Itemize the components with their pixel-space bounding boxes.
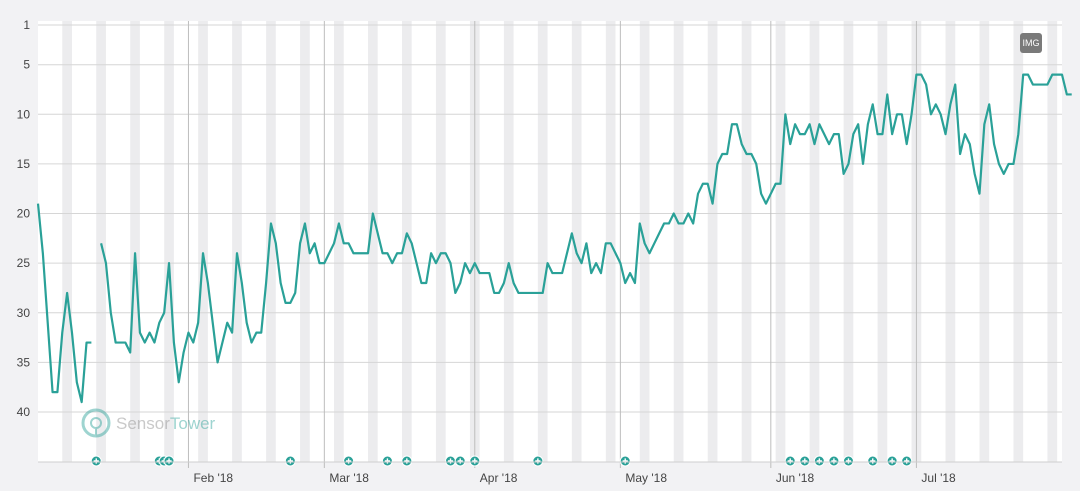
sensortower-logo-icon: [81, 408, 111, 438]
event-markers: [90, 455, 913, 467]
update-marker[interactable]: [469, 455, 481, 467]
update-marker[interactable]: [901, 455, 913, 467]
plus-icon: [816, 458, 822, 464]
weekend-band: [571, 21, 582, 462]
plus-icon: [384, 458, 391, 464]
weekend-band: [96, 21, 106, 462]
update-marker[interactable]: [445, 455, 457, 467]
weekend-band: [877, 21, 888, 462]
plus-icon: [287, 458, 293, 464]
update-marker[interactable]: [454, 455, 466, 467]
plus-icon: [345, 458, 352, 464]
weekend-band: [368, 21, 378, 462]
weekend-band: [130, 21, 140, 462]
y-tick-label: 30: [17, 306, 31, 320]
plus-icon: [622, 458, 628, 464]
weekend-band: [503, 21, 514, 462]
y-tick-label: 10: [17, 107, 31, 121]
image-export-label: IMG: [1022, 38, 1040, 48]
plus-icon: [831, 458, 837, 464]
weekend-band: [1013, 21, 1024, 462]
y-tick-label: 35: [17, 355, 31, 369]
update-marker[interactable]: [90, 455, 102, 467]
update-marker[interactable]: [784, 455, 796, 467]
update-marker[interactable]: [163, 455, 175, 467]
y-tick-label: 5: [23, 58, 30, 72]
update-marker[interactable]: [619, 455, 631, 467]
x-tick-label: Jul '18: [921, 471, 956, 485]
weekend-band: [266, 21, 276, 462]
x-tick-label: Apr '18: [480, 471, 518, 485]
update-marker[interactable]: [886, 455, 898, 467]
svg-text:SensorTower: SensorTower: [116, 414, 216, 433]
x-tick-label: Feb '18: [193, 471, 233, 485]
plus-icon: [787, 458, 793, 464]
update-marker[interactable]: [343, 455, 355, 467]
update-marker[interactable]: [842, 455, 854, 467]
plus-icon: [802, 458, 808, 464]
plus-icon: [404, 458, 410, 464]
sensortower-watermark: SensorTower: [81, 408, 216, 438]
update-marker[interactable]: [813, 455, 825, 467]
weekend-band: [334, 21, 344, 462]
plus-icon: [93, 458, 99, 464]
watermark-brand-a: Sensor: [116, 414, 170, 433]
y-tick-label: 40: [17, 405, 31, 419]
y-tick-label: 20: [17, 207, 31, 221]
update-marker[interactable]: [532, 455, 544, 467]
x-tick-label: Mar '18: [329, 471, 369, 485]
series-group: [36, 73, 1072, 404]
y-tick-label: 15: [17, 157, 31, 171]
plus-icon: [535, 458, 541, 464]
weekend-band: [775, 21, 786, 462]
watermark-brand-b: Tower: [170, 414, 216, 433]
month-gridlines: [187, 21, 917, 468]
x-tick-label: May '18: [625, 471, 667, 485]
x-axis-ticks: Feb '18 Mar '18 Apr '18 May '18 Jun '18 Jul '…: [193, 471, 956, 485]
weekend-band: [537, 21, 548, 462]
plus-icon: [166, 458, 172, 464]
x-tick-label: Jun '18: [776, 471, 815, 485]
y-tick-label: 1: [23, 18, 30, 32]
weekend-band: [741, 21, 752, 462]
y-tick-label: 25: [17, 256, 31, 270]
weekend-band: [62, 21, 72, 462]
weekend-band: [809, 21, 820, 462]
weekend-band: [232, 21, 242, 462]
weekend-band: [707, 21, 718, 462]
horizontal-gridlines: [38, 24, 1062, 413]
series-line-0: [36, 73, 1072, 404]
weekend-band: [843, 21, 854, 462]
plus-icon: [845, 458, 852, 464]
weekend-band: [605, 21, 616, 462]
update-marker[interactable]: [799, 455, 811, 467]
plus-icon: [472, 458, 478, 464]
update-marker[interactable]: [867, 455, 879, 467]
update-marker[interactable]: [284, 455, 296, 467]
weekend-band: [1047, 21, 1058, 462]
plus-icon: [889, 458, 895, 464]
logo-inner: [90, 417, 102, 429]
weekend-band: [198, 21, 208, 462]
update-marker[interactable]: [381, 455, 393, 467]
image-export-button[interactable]: IMG: [1020, 33, 1042, 53]
update-marker[interactable]: [828, 455, 840, 467]
weekend-band: [300, 21, 310, 462]
weekend-band: [979, 21, 990, 462]
weekend-band: [164, 21, 174, 462]
weekend-band: [435, 21, 446, 462]
weekend-band: [673, 21, 684, 462]
plot-background: [38, 21, 1062, 462]
plus-icon: [447, 458, 454, 464]
weekend-band: [401, 21, 412, 462]
weekend-band: [945, 21, 956, 462]
plus-icon: [904, 458, 910, 464]
plus-icon: [870, 458, 876, 464]
plus-icon: [457, 458, 463, 464]
update-marker[interactable]: [401, 455, 413, 467]
